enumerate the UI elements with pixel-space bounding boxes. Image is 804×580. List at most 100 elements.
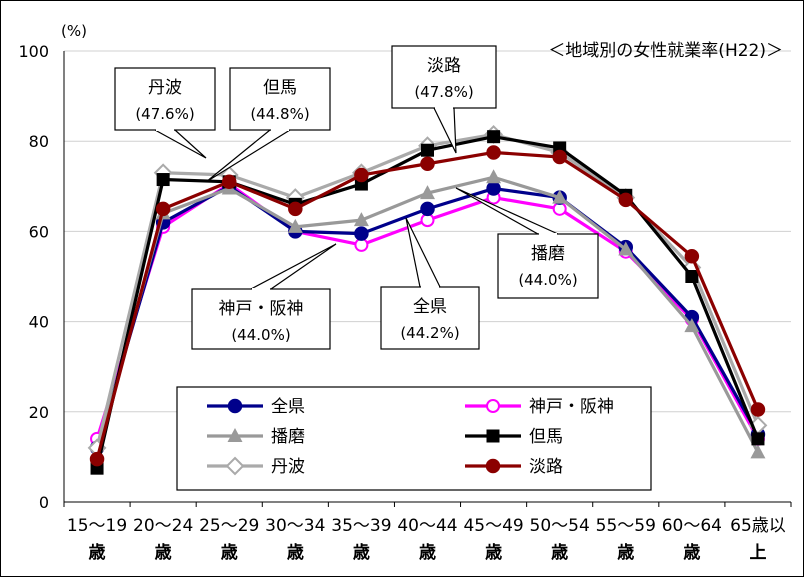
callout: 播磨 (44.0%) <box>455 187 599 299</box>
x-tick-label: 40～44 <box>397 516 457 536</box>
data-point <box>486 181 501 196</box>
y-tick-label: 100 <box>18 42 49 61</box>
y-unit-label: (%) <box>61 22 87 40</box>
series-淡路 <box>89 145 766 467</box>
x-tick-label: 歳 <box>221 542 238 563</box>
data-point <box>353 212 369 227</box>
callout-box <box>391 45 497 109</box>
legend-marker <box>227 428 243 442</box>
data-point <box>685 270 699 283</box>
callout-pointer <box>205 129 293 183</box>
x-tick-label: 50～54 <box>530 516 590 536</box>
callout: 但馬 (44.8%) <box>205 67 331 183</box>
data-point <box>552 149 567 165</box>
legend-item: 神戸・阪神 <box>465 397 614 417</box>
legend-marker <box>227 398 243 414</box>
callout: 丹波 (47.6%) <box>114 67 216 159</box>
y-tick-label: 0 <box>39 493 49 512</box>
x-tick-label: 歳 <box>155 542 172 563</box>
data-point <box>421 143 434 157</box>
callout-pointer <box>405 217 441 288</box>
x-tick-label: 歳 <box>287 542 304 563</box>
series-lines <box>87 125 768 475</box>
data-point <box>751 432 765 446</box>
data-point <box>750 444 766 459</box>
legend-label: 全県 <box>271 397 305 417</box>
legend-marker <box>486 429 500 443</box>
callout-box <box>380 286 480 350</box>
callout: 全県 (44.2%) <box>380 217 480 350</box>
y-tick-label: 60 <box>29 222 49 241</box>
x-tick-label: 歳 <box>353 542 370 563</box>
x-tick-label: 歳 <box>419 542 436 563</box>
data-point <box>487 130 501 144</box>
legend-label: 丹波 <box>271 457 305 477</box>
callout-name: 神戸・阪神 <box>219 299 304 319</box>
data-point <box>618 241 634 256</box>
callout-name: 播磨 <box>531 244 565 264</box>
callout-value: (47.6%) <box>135 105 194 123</box>
x-tick-label: 歳 <box>89 542 106 563</box>
data-point <box>354 226 369 241</box>
data-point <box>288 201 303 217</box>
x-tick-label: 歳 <box>485 542 502 563</box>
legend-item: 淡路 <box>465 457 563 477</box>
legend-label: 神戸・阪神 <box>529 397 614 417</box>
x-tick-label: 30～34 <box>265 516 325 536</box>
x-tick-label: 45～49 <box>463 516 523 536</box>
data-point <box>684 318 700 333</box>
data-point <box>89 451 105 467</box>
callout-name: 但馬 <box>263 78 297 98</box>
x-tick-label: 60～64 <box>662 516 722 536</box>
callout-value: (44.8%) <box>250 105 309 123</box>
callout-pointer <box>154 129 207 159</box>
callout-box <box>497 233 599 299</box>
data-point <box>156 173 170 187</box>
data-point <box>420 201 435 217</box>
data-point <box>552 189 568 204</box>
legend-item: 但馬 <box>465 427 563 447</box>
data-point <box>420 156 435 171</box>
callout-box <box>114 67 216 131</box>
x-tick-label: 歳 <box>617 542 634 563</box>
callout-value: (44.2%) <box>400 324 459 342</box>
x-tick-label: 55～59 <box>596 516 656 536</box>
callout-value: (44.0%) <box>518 271 577 289</box>
y-tick-label: 20 <box>29 403 49 422</box>
data-point <box>420 185 435 200</box>
data-point <box>486 145 501 160</box>
axes <box>63 51 792 507</box>
x-tick-label: 25～29 <box>199 516 259 536</box>
callout-value: (44.0%) <box>231 326 290 344</box>
callout: 神戸・阪神 (44.0%) <box>191 243 337 350</box>
x-tick-label: 歳 <box>551 542 568 563</box>
callout-value: (47.8%) <box>414 83 473 101</box>
callout-pointer <box>250 243 337 290</box>
legend-label: 播磨 <box>271 427 305 447</box>
legend-item: 全県 <box>207 397 305 417</box>
data-point <box>221 174 237 190</box>
y-tick-labels: 0 20 40 60 80 100 <box>18 42 49 512</box>
callout-name: 淡路 <box>427 56 461 76</box>
legend-label: 但馬 <box>529 427 563 447</box>
callout-name: 丹波 <box>148 78 182 98</box>
x-tick-label: 20～24 <box>133 516 193 536</box>
legend-marker <box>486 399 500 413</box>
x-tick-label: 15～19 <box>67 516 127 536</box>
callout-name: 全県 <box>413 297 447 317</box>
legend-box <box>176 386 652 491</box>
legend-marker <box>225 456 245 476</box>
x-tick-label: 35～39 <box>331 516 391 536</box>
callouts: 丹波 (47.6%) 但馬 (44.8%) 淡路 (47.8%) 播磨 (44.0%) 全県 (4… <box>114 45 599 350</box>
data-point <box>287 218 303 233</box>
x-tick-label: 歳 <box>683 542 700 563</box>
x-tick-label: 65歳以 <box>730 516 786 536</box>
y-tick-label: 40 <box>29 313 49 332</box>
y-tick-label: 80 <box>29 132 49 151</box>
callout: 淡路 (47.8%) <box>391 45 497 154</box>
legend-marker <box>485 458 501 474</box>
x-tick-label: 上 <box>749 543 766 563</box>
